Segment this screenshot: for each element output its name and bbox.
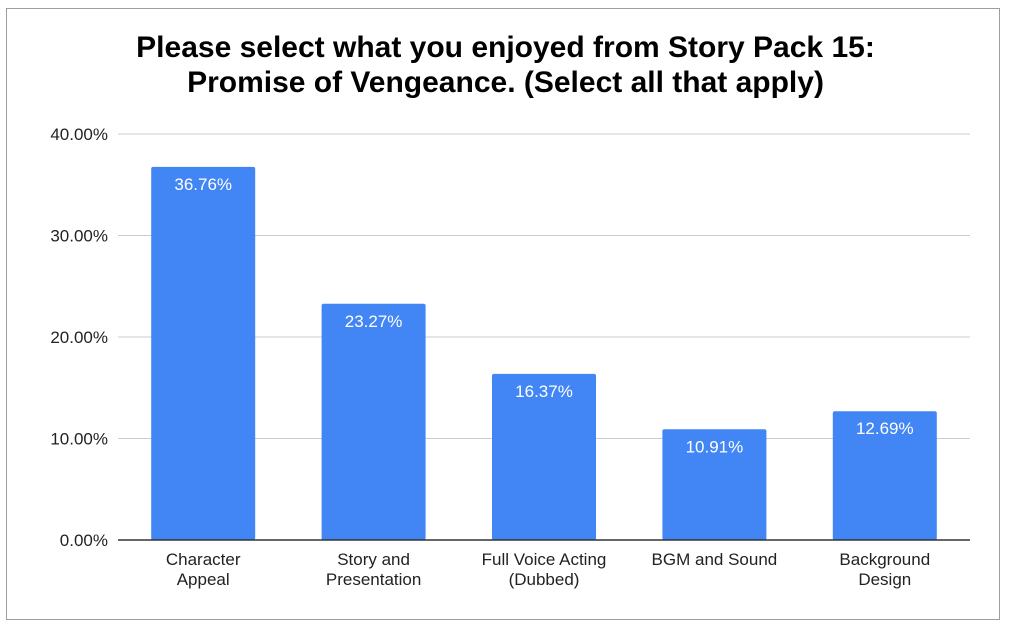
- data-label: 12.69%: [856, 419, 914, 438]
- chart-title-line-2: Promise of Vengeance. (Select all that a…: [187, 66, 824, 99]
- chart-title: Please select what you enjoyed from Stor…: [0, 30, 1011, 100]
- x-tick-label-line: Story and: [337, 550, 410, 569]
- data-label: 16.37%: [515, 382, 573, 401]
- y-tick-label: 30.00%: [50, 227, 108, 246]
- y-tick-label: 10.00%: [50, 430, 108, 449]
- x-tick-label: Character Appeal: [166, 550, 241, 589]
- x-tick-label-line: Appeal: [177, 570, 230, 589]
- x-tick-label: Full Voice Acting (Dubbed): [482, 550, 607, 589]
- x-tick-label-line: Character: [166, 550, 241, 569]
- x-tick-label-line: Design: [858, 570, 911, 589]
- bar: [151, 166, 256, 541]
- x-tick-label: Background Design: [839, 550, 930, 589]
- y-tick-label: 20.00%: [50, 328, 108, 347]
- x-tick-label: Story and Presentation: [326, 550, 421, 589]
- y-tick-label: 40.00%: [50, 125, 108, 144]
- x-tick-label: BGM and Sound: [652, 550, 778, 569]
- bar: [662, 429, 767, 540]
- x-tick-label-line: Background: [839, 550, 930, 569]
- bar: [832, 411, 937, 540]
- data-label: 23.27%: [345, 312, 403, 331]
- bar: [321, 303, 426, 540]
- x-tick-label-line: BGM and Sound: [652, 550, 778, 569]
- x-tick-label-line: Presentation: [326, 570, 421, 589]
- x-tick-label-line: (Dubbed): [509, 570, 580, 589]
- x-tick-label-line: Full Voice Acting: [482, 550, 607, 569]
- data-label: 10.91%: [686, 437, 744, 456]
- y-tick-label: 0.00%: [60, 531, 108, 550]
- chart-title-line-1: Please select what you enjoyed from Stor…: [136, 31, 875, 64]
- data-label: 36.76%: [174, 175, 232, 194]
- bar: [492, 373, 596, 540]
